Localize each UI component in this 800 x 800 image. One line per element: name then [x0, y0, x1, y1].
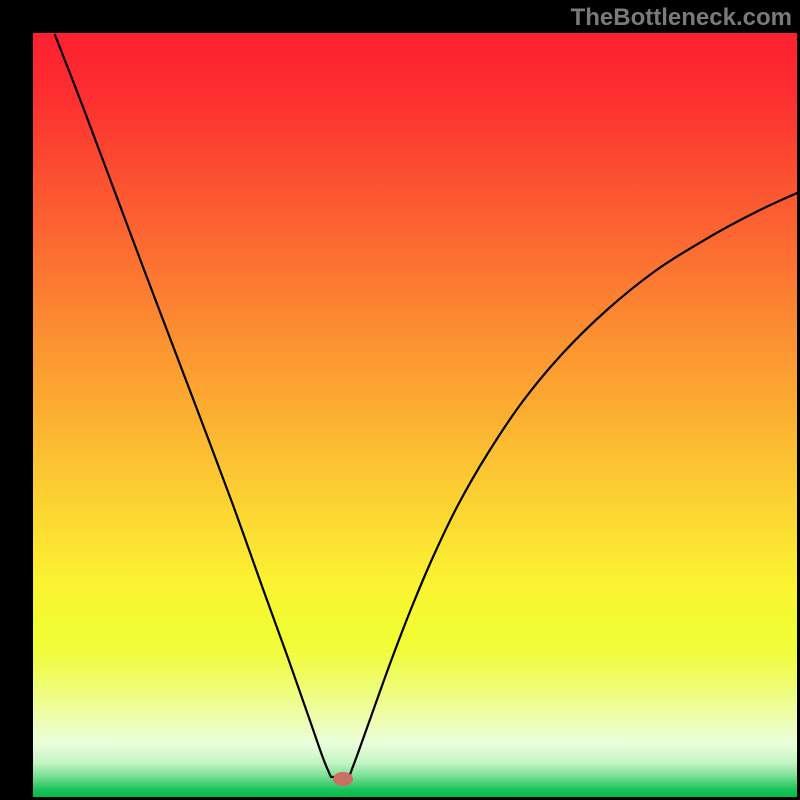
watermark-text: TheBottleneck.com — [571, 4, 792, 32]
plot-background — [33, 33, 797, 797]
plot-area — [33, 33, 797, 797]
plot-svg — [33, 33, 797, 797]
chart-container: TheBottleneck.com — [0, 0, 800, 800]
min-marker — [333, 772, 353, 786]
